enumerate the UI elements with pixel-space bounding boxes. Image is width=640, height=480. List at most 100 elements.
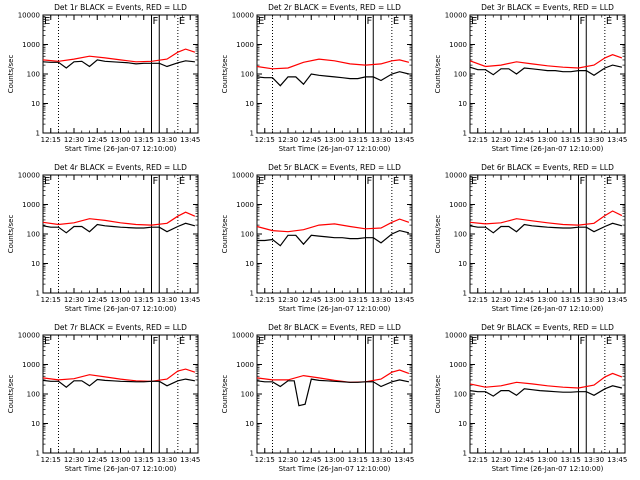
chart-panel-7: Det 7r BLACK = Events, RED = LLD 1 10 100 10… bbox=[7, 323, 200, 473]
x-tick-label: 13:00 bbox=[537, 296, 557, 304]
event-flag-label: F bbox=[580, 336, 586, 347]
x-tick-label: 13:30 bbox=[584, 456, 604, 464]
plot-frame bbox=[256, 14, 413, 134]
y-tick-label: 10000 bbox=[18, 12, 40, 20]
y-tick-label: 1 bbox=[36, 450, 40, 458]
series-black-line bbox=[469, 64, 623, 77]
plot-frame bbox=[42, 14, 199, 134]
x-tick-label: 13:45 bbox=[180, 456, 200, 464]
y-tick-label: 1000 bbox=[22, 41, 40, 49]
x-tick-label: 13:00 bbox=[324, 136, 344, 144]
x-tick-label: 12:15 bbox=[468, 136, 488, 144]
y-tick-label: 10 bbox=[458, 100, 467, 108]
x-tick-label: 12:15 bbox=[255, 136, 275, 144]
x-tick-label: 13:00 bbox=[537, 456, 557, 464]
event-flag-label: F bbox=[580, 16, 586, 27]
plot-frame bbox=[256, 174, 413, 294]
event-flag-label: E bbox=[606, 336, 612, 347]
chart-title: Det 8r BLACK = Events, RED = LLD bbox=[268, 323, 401, 332]
y-tick-label: 1 bbox=[36, 130, 40, 138]
y-axis-label: Counts/sec bbox=[7, 215, 15, 254]
x-tick-label: 13:00 bbox=[110, 456, 130, 464]
x-tick-label: 13:15 bbox=[134, 296, 154, 304]
chart-title: Det 1r BLACK = Events, RED = LLD bbox=[54, 3, 187, 12]
y-tick-label: 10 bbox=[245, 100, 254, 108]
y-tick-label: 1 bbox=[463, 130, 467, 138]
y-tick-label: 1000 bbox=[449, 361, 467, 369]
x-tick-label: 13:30 bbox=[157, 456, 177, 464]
x-axis-label: Start Time (26-Jan-07 12:10:00) bbox=[279, 465, 391, 473]
event-flag-label: E bbox=[471, 336, 477, 347]
y-axis-label: Counts/sec bbox=[434, 55, 442, 94]
series-red-line bbox=[256, 369, 410, 383]
y-axis-label: Counts/sec bbox=[7, 375, 15, 414]
chart-panel-1: Det 1r BLACK = Events, RED = LLD 1 10 100 10… bbox=[7, 3, 200, 153]
plot-frame bbox=[256, 334, 413, 454]
x-tick-label: 13:45 bbox=[394, 456, 414, 464]
event-flag-label: E bbox=[471, 176, 477, 187]
y-axis-label: Counts/sec bbox=[434, 215, 442, 254]
series-red-line bbox=[256, 218, 410, 233]
y-tick-label: 1000 bbox=[449, 41, 467, 49]
x-tick-label: 12:45 bbox=[87, 456, 107, 464]
x-axis-label: Start Time (26-Jan-07 12:10:00) bbox=[492, 465, 604, 473]
x-tick-label: 13:15 bbox=[348, 456, 368, 464]
x-tick-label: 12:15 bbox=[468, 456, 488, 464]
event-flag-label: E bbox=[179, 336, 185, 347]
y-tick-label: 100 bbox=[241, 231, 254, 239]
y-tick-label: 10 bbox=[458, 420, 467, 428]
y-axis-label: Counts/sec bbox=[221, 375, 229, 414]
chart-panel-5: Det 5r BLACK = Events, RED = LLD 1 10 100 10… bbox=[221, 163, 414, 313]
y-tick-label: 100 bbox=[454, 391, 467, 399]
x-tick-label: 13:30 bbox=[584, 296, 604, 304]
series-red-line bbox=[469, 372, 623, 389]
series-black-line bbox=[469, 385, 623, 397]
event-flag-label: E bbox=[471, 16, 477, 27]
x-tick-label: 12:15 bbox=[41, 296, 61, 304]
chart-title: Det 4r BLACK = Events, RED = LLD bbox=[54, 163, 187, 172]
chart-panel-2: Det 2r BLACK = Events, RED = LLD 1 10 100 10… bbox=[221, 3, 414, 153]
x-tick-label: 13:30 bbox=[371, 296, 391, 304]
series-black-line bbox=[469, 222, 623, 234]
y-tick-label: 10000 bbox=[445, 12, 467, 20]
chart-panel-9: Det 9r BLACK = Events, RED = LLD 1 10 100 10… bbox=[434, 323, 627, 473]
x-tick-label: 13:15 bbox=[348, 296, 368, 304]
y-tick-label: 10000 bbox=[18, 172, 40, 180]
event-flag-label: E bbox=[393, 176, 399, 187]
chart-title: Det 3r BLACK = Events, RED = LLD bbox=[481, 3, 614, 12]
chart-title: Det 7r BLACK = Events, RED = LLD bbox=[54, 323, 187, 332]
x-tick-label: 12:15 bbox=[255, 296, 275, 304]
series-black-line bbox=[42, 222, 196, 234]
event-flag-label: E bbox=[606, 16, 612, 27]
chart-panel-3: Det 3r BLACK = Events, RED = LLD 1 10 100 10… bbox=[434, 3, 627, 153]
series-black-line bbox=[257, 229, 410, 247]
chart-title: Det 6r BLACK = Events, RED = LLD bbox=[481, 163, 614, 172]
x-tick-label: 13:30 bbox=[157, 296, 177, 304]
series-red-line bbox=[256, 58, 410, 70]
x-axis-label: Start Time (26-Jan-07 12:10:00) bbox=[492, 305, 604, 313]
y-tick-label: 10 bbox=[245, 260, 254, 268]
y-tick-label: 100 bbox=[241, 71, 254, 79]
series-black-line bbox=[256, 378, 410, 407]
event-flag-label: E bbox=[44, 176, 50, 187]
y-axis-label: Counts/sec bbox=[434, 375, 442, 414]
y-tick-label: 1000 bbox=[236, 361, 254, 369]
x-tick-label: 12:30 bbox=[64, 456, 84, 464]
y-tick-label: 10 bbox=[31, 100, 40, 108]
y-tick-label: 100 bbox=[454, 71, 467, 79]
y-tick-label: 10 bbox=[458, 260, 467, 268]
x-tick-label: 12:45 bbox=[301, 456, 321, 464]
x-tick-label: 12:45 bbox=[87, 136, 107, 144]
event-flag-label: F bbox=[580, 176, 586, 187]
x-tick-label: 12:30 bbox=[491, 296, 511, 304]
event-flag-label: E bbox=[44, 336, 50, 347]
series-black-line bbox=[42, 378, 196, 388]
x-axis-label: Start Time (26-Jan-07 12:10:00) bbox=[279, 145, 391, 153]
event-flag-label: F bbox=[153, 176, 159, 187]
x-tick-label: 13:00 bbox=[324, 296, 344, 304]
x-tick-label: 13:30 bbox=[371, 456, 391, 464]
y-tick-label: 1 bbox=[250, 290, 254, 298]
event-flag-label: E bbox=[258, 336, 264, 347]
y-tick-label: 1000 bbox=[236, 201, 254, 209]
